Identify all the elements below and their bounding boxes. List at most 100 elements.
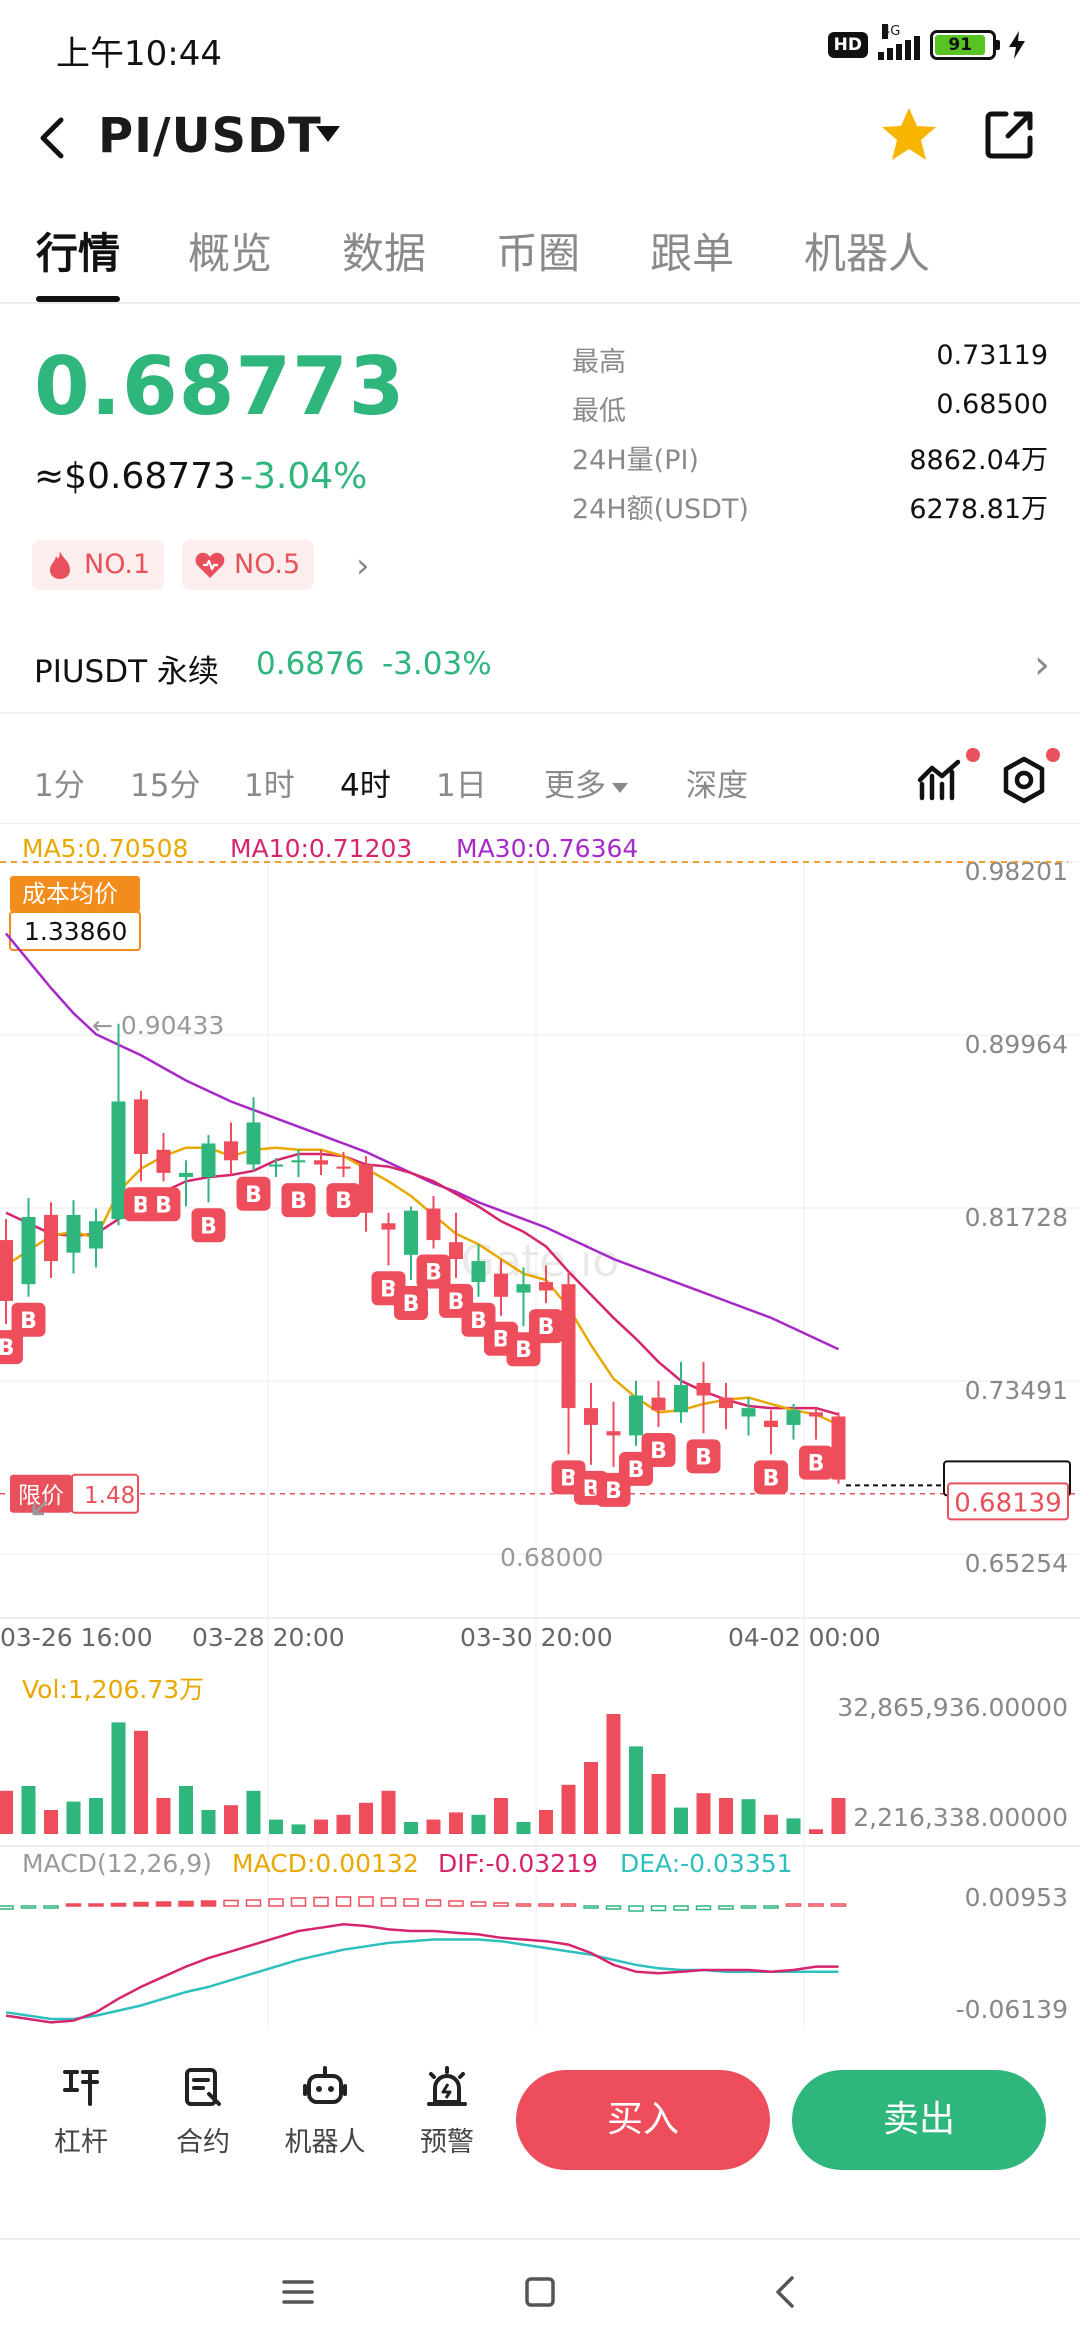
stat-low: 最低 0.68500 <box>572 389 1048 433</box>
macd-bar <box>808 1903 824 1907</box>
pair-title[interactable]: PI/USDT <box>98 108 322 164</box>
interval-depth[interactable]: 深度 <box>686 768 748 804</box>
macd-tick-min: -0.06139 <box>956 1995 1068 2024</box>
candle-body <box>516 1284 531 1293</box>
macd-bar <box>200 1900 217 1907</box>
limit-label-bg <box>10 1474 72 1513</box>
volume-bar <box>696 1793 711 1834</box>
buy-marker <box>236 1176 271 1211</box>
battery-level: 91 <box>935 35 986 55</box>
macd-bar <box>290 1897 307 1907</box>
macd-bar <box>358 1896 374 1907</box>
macd-bar <box>560 1903 577 1907</box>
price-tick-label: 0.89964 <box>965 1030 1068 1059</box>
cost-average-tag[interactable]: 成本均价 1.33860 <box>9 876 141 951</box>
perpetual-row[interactable]: PIUSDT 永续 0.6876 -3.03% › <box>0 630 1080 710</box>
cost-average-label: 成本均价 <box>22 880 118 908</box>
sell-button[interactable]: 卖出 <box>792 2070 1046 2170</box>
robot-button[interactable]: 机器人 <box>270 2064 380 2159</box>
buy-marker-label: B <box>583 1477 600 1502</box>
volume-bar <box>224 1805 238 1834</box>
battery-icon: 91 <box>930 30 1000 60</box>
interval-4h[interactable]: 4时 <box>340 768 391 804</box>
candle-body <box>741 1408 756 1417</box>
volume-bar <box>494 1798 508 1834</box>
volume-bar <box>314 1819 328 1834</box>
rank-badge-hot[interactable]: NO.1 <box>32 540 165 590</box>
cost-average-label-bg <box>10 876 140 912</box>
buy-marker-label: B <box>425 1260 442 1285</box>
candle-body <box>404 1210 418 1255</box>
interval-1d[interactable]: 1日 <box>436 768 487 804</box>
tab-community[interactable]: 币圈 <box>496 229 581 278</box>
macd-dea: DEA:-0.03351 <box>620 1849 793 1878</box>
candle-body <box>764 1420 778 1428</box>
buy-marker-label: B <box>808 1452 825 1477</box>
interval-more[interactable]: 更多 <box>544 760 628 805</box>
interval-15m[interactable]: 15分 <box>130 768 201 804</box>
expand-icon[interactable] <box>32 1500 48 1516</box>
chart-indicator-icon[interactable] <box>914 754 966 806</box>
back-icon[interactable] <box>756 2262 816 2322</box>
buy-marker-label: B <box>695 1445 712 1470</box>
macd-bar <box>763 1905 779 1909</box>
buy-marker-label: B <box>605 1479 622 1504</box>
contract-label: 合约 <box>176 2127 230 2158</box>
buy-marker-label: B <box>290 1189 307 1214</box>
settings-icon[interactable] <box>998 754 1050 806</box>
alert-label: 预警 <box>420 2127 474 2158</box>
hd-badge: HD <box>827 32 868 58</box>
tab-market[interactable]: 行情 <box>36 229 121 278</box>
tab-overview[interactable]: 概览 <box>188 229 273 278</box>
candle-body <box>719 1397 733 1409</box>
menu-icon[interactable] <box>268 2262 328 2322</box>
buy-marker <box>191 1208 226 1243</box>
volume-bar <box>89 1798 103 1834</box>
candle-body <box>0 1240 13 1301</box>
rank-label-favorite: NO.5 <box>234 549 301 580</box>
buy-marker <box>754 1460 788 1495</box>
back-button[interactable] <box>28 110 78 166</box>
tab-bot[interactable]: 机器人 <box>804 229 931 278</box>
interval-1h[interactable]: 1时 <box>244 768 295 804</box>
kline-chart-svg[interactable]: MA5:0.70508 MA10:0.71203 MA30:0.76364 0.… <box>0 826 1080 2030</box>
leverage-label: 杠杆 <box>54 2127 108 2158</box>
stat-label: 最高 <box>572 347 626 378</box>
macd-tick-max: 0.00953 <box>965 1883 1068 1912</box>
macd-bar <box>538 1903 554 1907</box>
ma30-legend: MA30:0.76364 <box>456 834 638 863</box>
stat-label: 最低 <box>572 396 626 427</box>
volume-bar <box>651 1774 666 1834</box>
star-icon[interactable] <box>878 104 940 166</box>
rank-badge-favorite[interactable]: NO.5 <box>182 540 315 590</box>
interval-1m[interactable]: 1分 <box>34 768 85 804</box>
tab-copy-trading[interactable]: 跟单 <box>650 229 735 278</box>
macd-bar <box>785 1903 802 1907</box>
contract-button[interactable]: 合约 <box>148 2064 258 2159</box>
home-square-icon[interactable] <box>510 2262 570 2322</box>
leverage-button[interactable]: 杠杆 <box>26 2064 136 2159</box>
kline-chart[interactable]: MA5:0.70508 MA10:0.71203 MA30:0.76364 0.… <box>0 826 1080 2030</box>
stat-value: 0.73119 <box>936 340 1048 371</box>
main-tabs: 行情 概览 数据 币圈 跟单 机器人 <box>0 208 1080 304</box>
price-tick-label: 0.73491 <box>965 1376 1068 1405</box>
alert-button[interactable]: 预警 <box>392 2064 502 2159</box>
chevron-right-icon: › <box>1034 642 1050 688</box>
volume-bar <box>0 1790 13 1834</box>
volume-bar <box>111 1722 126 1834</box>
caret-down-icon <box>612 782 628 793</box>
share-icon[interactable] <box>982 106 1038 162</box>
limit-order-tag[interactable]: 限价 1.48 <box>10 1473 139 1514</box>
tab-data[interactable]: 数据 <box>342 229 427 278</box>
stat-value: 8862.04万 <box>909 445 1048 476</box>
system-nav-bar <box>0 2240 1080 2340</box>
candle-body <box>359 1164 373 1213</box>
buy-button[interactable]: 买入 <box>516 2070 770 2170</box>
pair-dropdown-icon[interactable] <box>316 126 340 142</box>
macd-bar <box>695 1905 712 1911</box>
last-price: 0.68773 <box>34 340 406 433</box>
buy-marker-label: B <box>403 1292 420 1317</box>
candlesticks <box>0 1023 846 1484</box>
macd-bar <box>470 1901 487 1907</box>
rank-more-icon[interactable]: › <box>356 546 370 586</box>
